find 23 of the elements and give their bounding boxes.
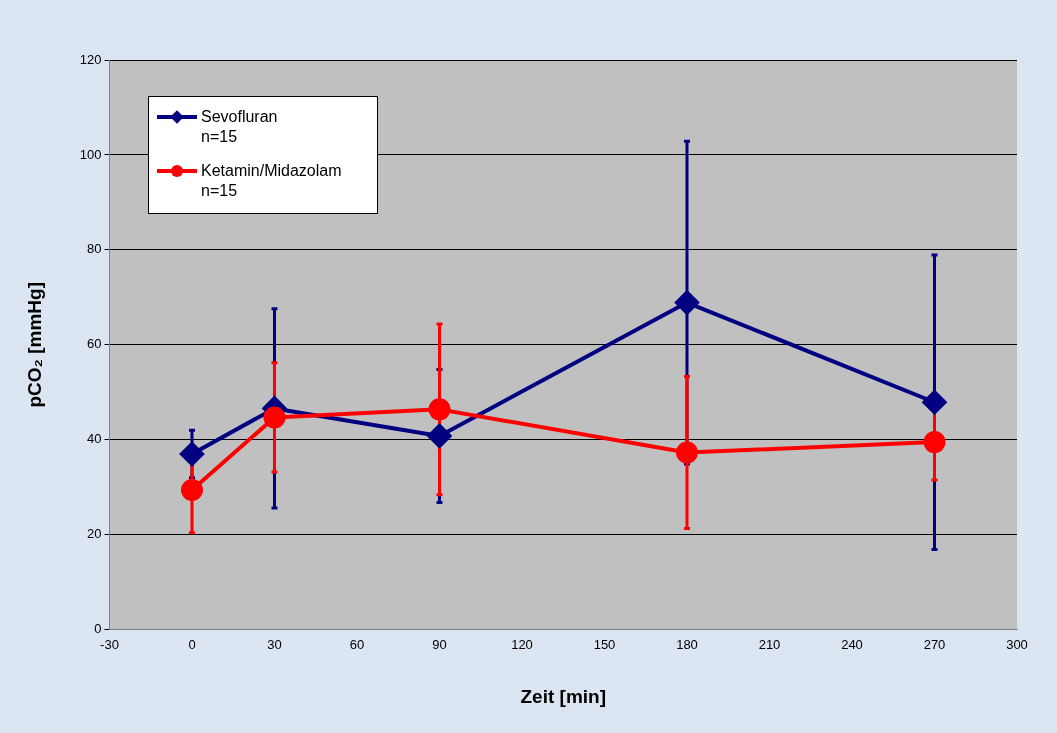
legend-label: Sevofluran n=15	[201, 107, 278, 147]
x-tick-label: 0	[188, 636, 196, 652]
x-tick-label: 120	[511, 636, 533, 652]
x-tick-label: 270	[923, 636, 946, 652]
x-tick-label: 180	[676, 636, 698, 652]
y-tick-label: 120	[79, 51, 102, 67]
x-tick-label: 240	[841, 636, 863, 652]
x-tick-label: 90	[432, 636, 447, 652]
y-tick-label: 0	[94, 621, 102, 637]
x-tick-label: 30	[267, 636, 282, 652]
y-tick-label: 100	[79, 146, 102, 162]
y-tick-label: 20	[87, 526, 102, 542]
legend-label: Ketamin/Midazolam n=15	[201, 161, 342, 201]
x-tick-label: 60	[349, 636, 365, 652]
y-axis-title: pCO₂ [mmHg]	[23, 282, 45, 408]
y-tick-label: 80	[87, 241, 102, 257]
x-tick-label: 210	[758, 636, 781, 652]
y-tick-label: 60	[87, 336, 102, 352]
x-tick-label: 300	[1006, 636, 1028, 652]
x-tick-label: 150	[593, 636, 616, 652]
x-axis-title: Zeit [min]	[520, 685, 606, 707]
y-tick-label: 40	[87, 431, 102, 447]
x-tick-label: -30	[100, 636, 119, 652]
